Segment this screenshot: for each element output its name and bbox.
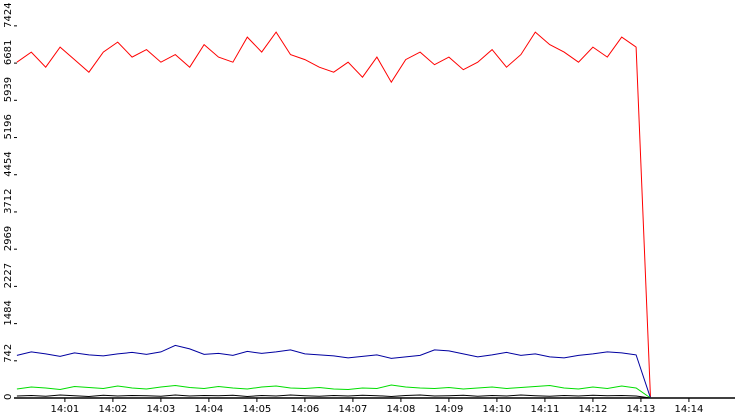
series-line <box>16 394 651 399</box>
x-tick-label: 14:09 <box>434 404 463 415</box>
x-tick-label: 14:05 <box>242 404 271 415</box>
y-tick-label: 3712 <box>3 188 14 213</box>
x-tick-label: 14:13 <box>627 404 656 415</box>
y-tick-label: 7424 <box>3 2 14 27</box>
x-tick-label: 14:12 <box>578 404 607 415</box>
y-tick-label: 4454 <box>3 151 14 176</box>
y-tick-label: 5939 <box>3 77 14 102</box>
x-tick-label: 14:06 <box>290 404 319 415</box>
x-tick-label: 14:03 <box>146 404 175 415</box>
series-line <box>16 31 651 399</box>
y-tick-label: 1484 <box>3 300 14 325</box>
series-line <box>16 384 651 399</box>
x-tick-label: 14:04 <box>194 404 223 415</box>
x-tick-label: 14:08 <box>386 404 415 415</box>
series-line <box>16 344 651 399</box>
y-tick-label: 0 <box>3 394 14 400</box>
y-tick-label: 6681 <box>3 40 14 65</box>
y-tick-label: 742 <box>3 344 14 363</box>
x-tick-label: 14:11 <box>530 404 559 415</box>
y-tick-label: 5196 <box>3 114 14 139</box>
x-tick-label: 14:10 <box>482 404 511 415</box>
x-tick-label: 14:01 <box>50 404 79 415</box>
x-tick-label: 14:02 <box>98 404 127 415</box>
x-tick-label: 14:14 <box>675 404 704 415</box>
y-tick-label: 2227 <box>3 263 14 288</box>
x-tick-label: 14:07 <box>338 404 367 415</box>
y-tick-label: 2969 <box>3 226 14 251</box>
